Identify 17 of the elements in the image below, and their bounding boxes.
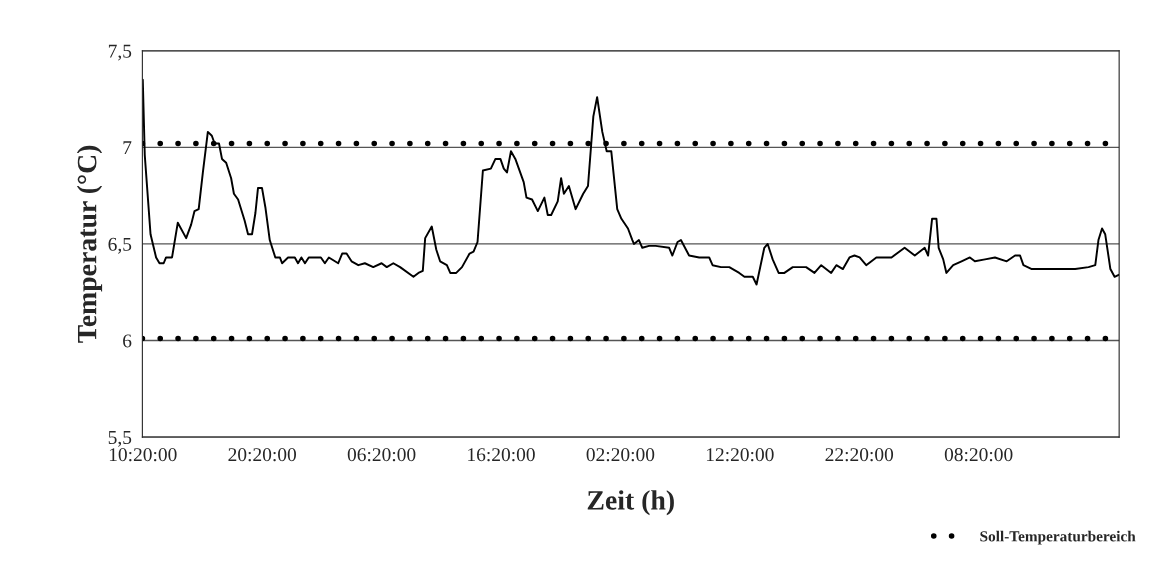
y-tick-label: 7,5 [108, 44, 132, 61]
x-tick-label: 12:20:00 [706, 448, 774, 462]
x-tick-label: 02:20:00 [586, 448, 655, 462]
x-tick-label: 22:20:00 [825, 448, 894, 462]
x-tick-label: 16:20:00 [468, 448, 535, 462]
y-tick-label: 7 [123, 141, 132, 155]
y-tick-label: 6,5 [108, 237, 132, 254]
x-tick-label: 06:20:00 [347, 448, 416, 462]
x-tick-label: 10:20:00 [109, 448, 177, 462]
x-axis-title: Zeit (h) [587, 490, 674, 516]
x-tick-label: 08:20:00 [944, 448, 1013, 462]
line-series [142, 78, 1120, 286]
x-tick-label: 20:20:00 [228, 448, 297, 462]
legend-label: Soll-Temperaturbereich [980, 530, 1136, 545]
y-tick-label: 6 [123, 334, 132, 348]
y-axis-title: Temperatur (°C) [76, 145, 103, 343]
y-tick-label: 5,5 [108, 431, 132, 447]
